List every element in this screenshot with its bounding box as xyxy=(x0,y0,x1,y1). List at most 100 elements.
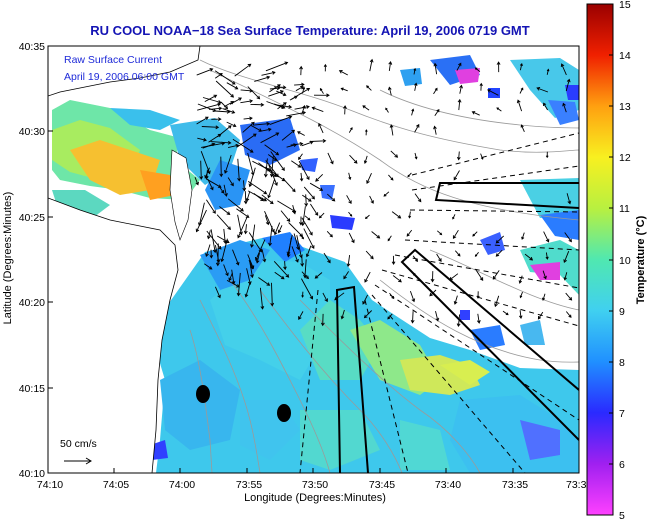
current-vector xyxy=(412,255,419,262)
current-vector xyxy=(214,70,236,85)
current-vector xyxy=(301,217,313,236)
current-vector xyxy=(228,272,233,282)
current-vector xyxy=(334,292,345,301)
current-vector xyxy=(291,160,302,168)
scale-arrow-icon xyxy=(64,457,92,465)
current-vector xyxy=(437,230,443,236)
current-vector xyxy=(268,164,278,187)
current-vector xyxy=(434,109,440,116)
bathymetry-contours xyxy=(189,59,579,473)
current-vector xyxy=(363,310,373,319)
current-vector xyxy=(209,106,223,111)
current-vector xyxy=(274,271,285,280)
current-vector xyxy=(560,63,567,76)
current-vector xyxy=(280,210,291,222)
current-vector xyxy=(243,116,253,121)
current-vector xyxy=(314,272,323,279)
colorbar-tick: 7 xyxy=(619,408,625,420)
current-vector xyxy=(430,271,435,283)
current-vector xyxy=(209,249,214,259)
colorbar-tick: 8 xyxy=(619,357,625,369)
current-vector xyxy=(202,97,222,104)
current-vector xyxy=(273,85,287,90)
current-vector xyxy=(301,291,304,298)
current-vector xyxy=(343,271,349,280)
colorbar-tick: 11 xyxy=(619,203,630,215)
current-vector xyxy=(343,105,347,115)
current-vector xyxy=(226,121,237,128)
current-vector xyxy=(248,259,254,270)
current-vector xyxy=(475,269,484,281)
current-vector xyxy=(264,211,275,233)
current-vector xyxy=(327,152,334,165)
current-vector xyxy=(545,252,549,260)
x-tick: 73:55 xyxy=(236,479,262,491)
current-vector xyxy=(496,107,502,112)
current-vector xyxy=(371,231,381,239)
current-vector xyxy=(261,70,276,76)
current-vector xyxy=(207,179,214,191)
current-vector xyxy=(234,63,252,77)
current-vector xyxy=(296,235,303,259)
current-vector xyxy=(258,277,271,286)
current-vector xyxy=(196,116,209,125)
current-vector xyxy=(413,67,417,75)
current-vector xyxy=(224,154,232,174)
current-vector xyxy=(340,309,345,320)
current-vector xyxy=(519,62,523,71)
current-vector xyxy=(435,310,440,322)
current-vector xyxy=(545,151,549,159)
colorbar-scale xyxy=(586,3,614,516)
station-dot-icon xyxy=(196,385,210,403)
current-vector xyxy=(299,172,304,182)
current-vector xyxy=(454,250,461,257)
current-vector xyxy=(249,224,256,248)
current-vector xyxy=(215,80,235,98)
colorbar-tick: 14 xyxy=(619,50,631,62)
current-vector xyxy=(245,191,251,202)
current-vector xyxy=(206,230,222,250)
current-vector xyxy=(411,108,415,116)
current-vector xyxy=(414,193,422,203)
current-vector xyxy=(298,311,304,320)
current-vector xyxy=(311,106,324,113)
current-vector xyxy=(365,129,368,136)
current-vector xyxy=(340,87,348,92)
current-vector xyxy=(301,140,314,147)
current-vector xyxy=(495,235,505,244)
colorbar-tick: 10 xyxy=(619,255,631,267)
current-vector xyxy=(286,237,292,258)
annotation-line2: April 19, 2006 06:00 GMT xyxy=(64,71,185,83)
current-vector xyxy=(456,62,462,71)
current-vector xyxy=(302,86,306,94)
current-vector xyxy=(364,271,371,283)
current-vector xyxy=(204,94,218,102)
current-vector xyxy=(261,194,274,205)
current-vector xyxy=(304,215,311,221)
current-vector xyxy=(210,229,217,254)
colorbar-tick: 13 xyxy=(619,101,631,113)
current-vector xyxy=(249,261,254,279)
current-vector xyxy=(338,70,349,76)
current-vector xyxy=(210,140,232,145)
current-vector xyxy=(546,68,550,75)
current-vector xyxy=(518,310,523,319)
current-vector xyxy=(363,155,368,164)
current-vector xyxy=(369,195,374,204)
current-vector xyxy=(248,167,256,188)
current-vector xyxy=(326,193,336,202)
current-vector xyxy=(268,90,284,97)
current-vector xyxy=(250,102,265,107)
current-vector xyxy=(516,99,523,112)
current-vector xyxy=(264,144,280,156)
current-vector xyxy=(348,232,355,244)
sst-scattered-patches xyxy=(140,55,579,460)
current-vector xyxy=(300,255,305,267)
current-vector xyxy=(479,82,483,91)
current-vector xyxy=(365,250,374,260)
current-vector xyxy=(302,194,312,202)
current-vector xyxy=(211,117,222,122)
current-vector xyxy=(323,63,327,72)
radial-dashed-lines xyxy=(299,132,579,473)
current-vector xyxy=(414,123,420,133)
